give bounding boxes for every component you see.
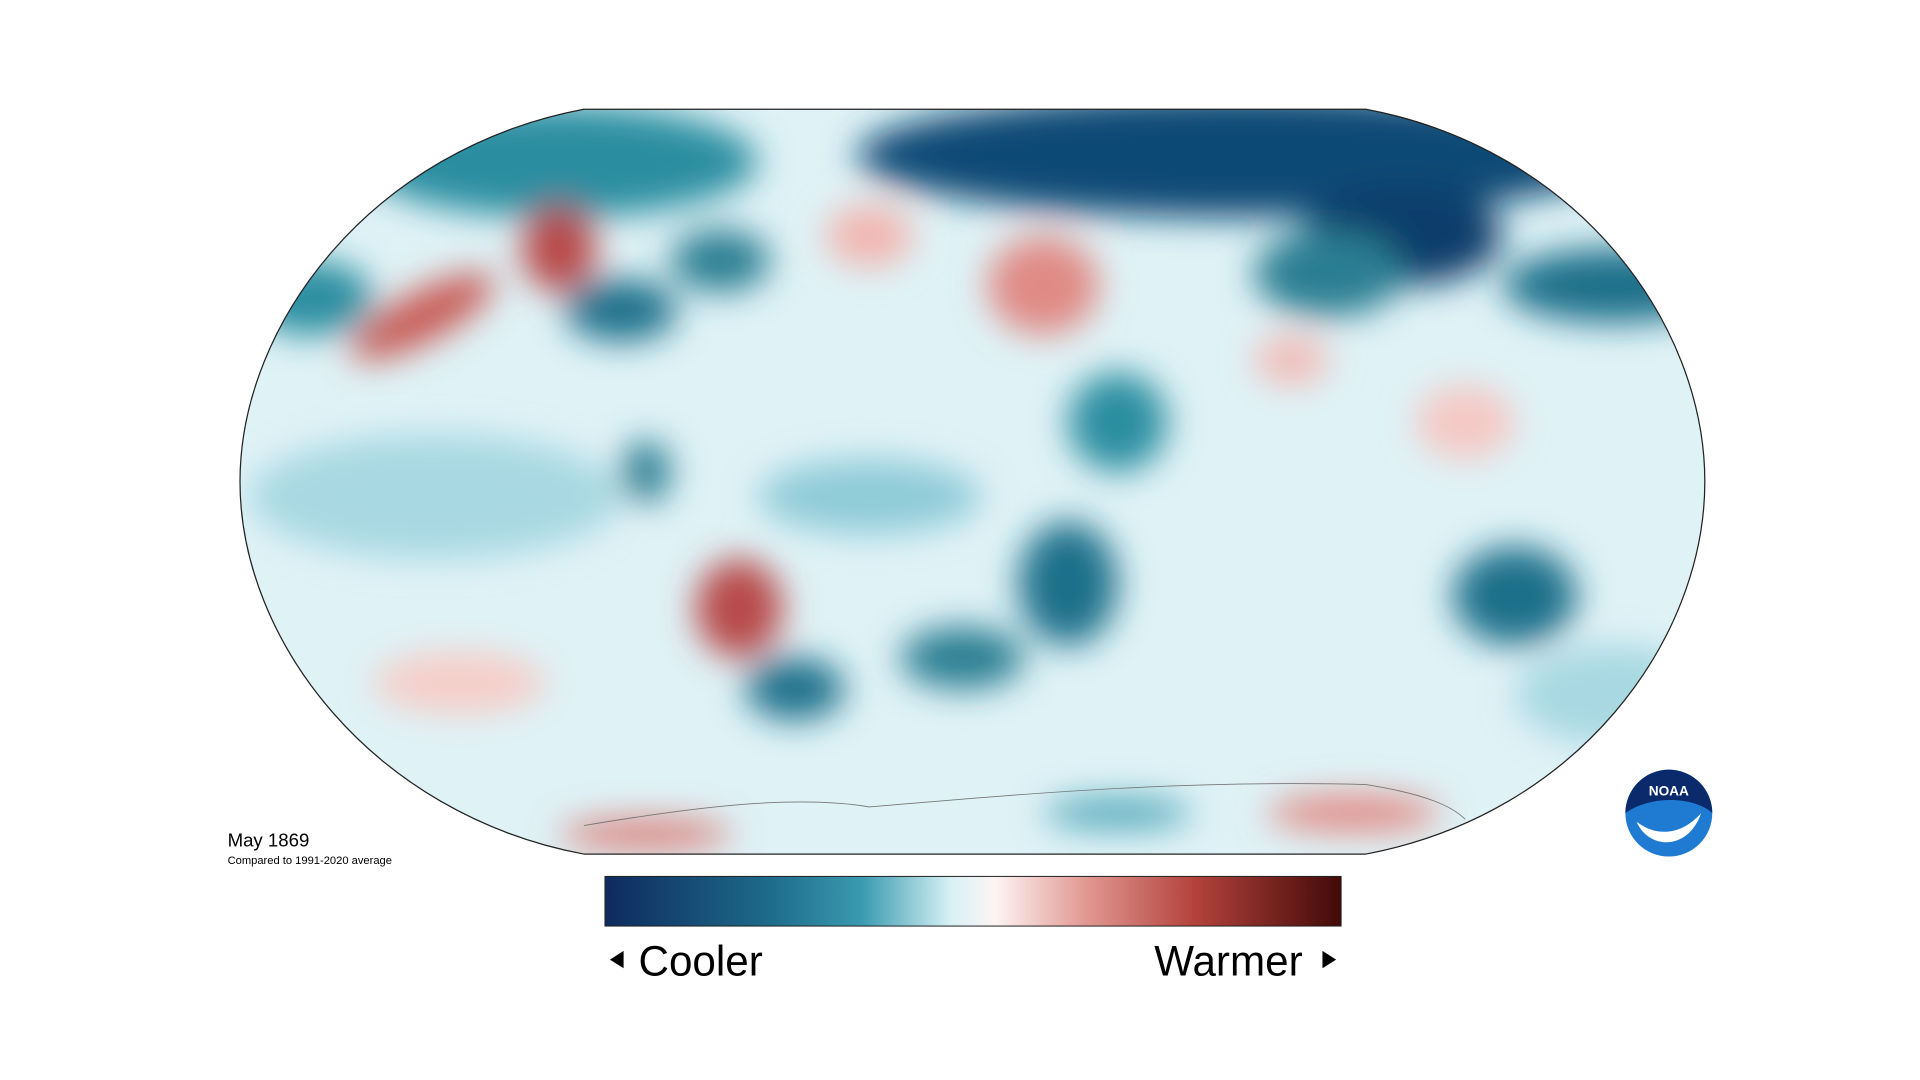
- cooler-arrow: [609, 950, 624, 969]
- legend-high-label: Warmer: [1154, 938, 1302, 985]
- warmer-arrow: [1322, 950, 1337, 969]
- color-scale: [604, 875, 1342, 927]
- map-date: May 1869: [228, 830, 310, 851]
- map-surface: [240, 109, 1705, 855]
- noaa-logo: NOAA: [1625, 769, 1713, 857]
- legend-low-label: Cooler: [638, 938, 762, 985]
- map-subtitle: Compared to 1991-2020 average: [228, 855, 392, 867]
- map-outline: [239, 108, 1706, 855]
- logo-text: NOAA: [1649, 784, 1689, 799]
